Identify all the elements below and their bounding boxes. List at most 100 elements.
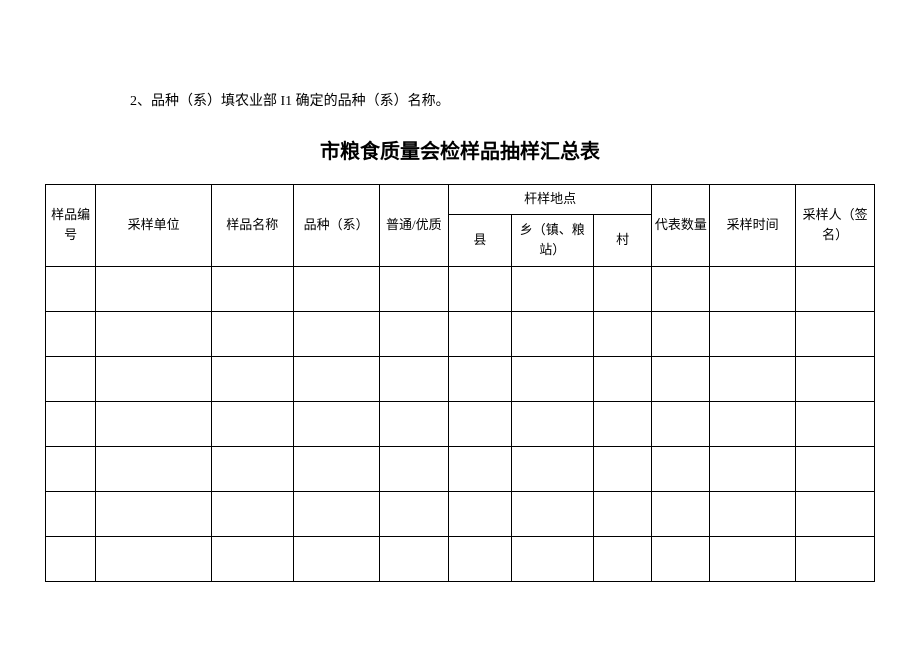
table-cell	[796, 266, 875, 311]
table-cell	[293, 266, 379, 311]
table-cell	[379, 536, 448, 581]
table-cell	[796, 536, 875, 581]
table-body	[46, 266, 875, 581]
table-cell	[96, 356, 211, 401]
table-cell	[96, 536, 211, 581]
table-cell	[211, 536, 293, 581]
table-cell	[211, 401, 293, 446]
table-cell	[379, 446, 448, 491]
table-row	[46, 446, 875, 491]
table-cell	[96, 401, 211, 446]
table-cell	[511, 536, 593, 581]
table-cell	[293, 536, 379, 581]
table-cell	[211, 446, 293, 491]
table-row	[46, 356, 875, 401]
header-quality: 普通/优质	[379, 185, 448, 267]
table-cell	[448, 446, 511, 491]
header-county: 县	[448, 214, 511, 266]
table-cell	[511, 356, 593, 401]
table-cell	[448, 266, 511, 311]
table-cell	[593, 491, 652, 536]
header-sample-time: 采样时间	[710, 185, 796, 267]
table-cell	[211, 356, 293, 401]
table-cell	[796, 401, 875, 446]
table-cell	[652, 446, 710, 491]
table-cell	[46, 446, 96, 491]
table-cell	[593, 311, 652, 356]
table-cell	[379, 491, 448, 536]
table-cell	[379, 266, 448, 311]
table-cell	[652, 536, 710, 581]
sampling-form-table: 样品编号 采样单位 样品名称 品种（系） 普通/优质 杆样地点 代表数量 采样时…	[45, 184, 875, 582]
table-cell	[511, 311, 593, 356]
table-cell	[293, 446, 379, 491]
note-text: 2、品种（系）填农业部 I1 确定的品种（系）名称。	[130, 90, 875, 110]
table-cell	[511, 491, 593, 536]
table-cell	[593, 356, 652, 401]
table-cell	[211, 266, 293, 311]
table-cell	[46, 401, 96, 446]
table-cell	[96, 446, 211, 491]
table-cell	[46, 266, 96, 311]
header-sampler: 采样人（签名）	[796, 185, 875, 267]
table-cell	[211, 311, 293, 356]
table-cell	[448, 311, 511, 356]
table-cell	[593, 401, 652, 446]
table-cell	[511, 446, 593, 491]
table-row	[46, 536, 875, 581]
table-cell	[710, 356, 796, 401]
table-cell	[652, 356, 710, 401]
table-cell	[796, 356, 875, 401]
table-row	[46, 311, 875, 356]
table-cell	[293, 356, 379, 401]
table-cell	[293, 401, 379, 446]
table-row	[46, 266, 875, 311]
table-cell	[511, 266, 593, 311]
table-cell	[293, 491, 379, 536]
table-row	[46, 491, 875, 536]
table-cell	[96, 311, 211, 356]
form-title: 市粮食质量会检样品抽样汇总表	[45, 135, 875, 164]
table-cell	[593, 266, 652, 311]
header-quantity: 代表数量	[652, 185, 710, 267]
table-cell	[46, 536, 96, 581]
table-cell	[710, 311, 796, 356]
table-cell	[448, 536, 511, 581]
table-cell	[593, 536, 652, 581]
table-cell	[46, 311, 96, 356]
table-cell	[96, 491, 211, 536]
table-cell	[46, 356, 96, 401]
table-cell	[652, 311, 710, 356]
header-village: 村	[593, 214, 652, 266]
header-variety: 品种（系）	[293, 185, 379, 267]
table-cell	[448, 491, 511, 536]
table-cell	[448, 401, 511, 446]
table-cell	[796, 446, 875, 491]
table-cell	[293, 311, 379, 356]
table-cell	[379, 356, 448, 401]
table-row	[46, 401, 875, 446]
table-cell	[379, 311, 448, 356]
table-cell	[710, 401, 796, 446]
header-town: 乡（镇、粮站）	[511, 214, 593, 266]
header-location-group: 杆样地点	[448, 185, 652, 215]
table-cell	[710, 446, 796, 491]
table-cell	[710, 266, 796, 311]
table-cell	[511, 401, 593, 446]
header-row-1: 样品编号 采样单位 样品名称 品种（系） 普通/优质 杆样地点 代表数量 采样时…	[46, 185, 875, 215]
header-sample-id: 样品编号	[46, 185, 96, 267]
table-cell	[593, 446, 652, 491]
table-cell	[652, 491, 710, 536]
table-cell	[96, 266, 211, 311]
page-container: 2、品种（系）填农业部 I1 确定的品种（系）名称。 市粮食质量会检样品抽样汇总…	[0, 0, 920, 582]
table-cell	[796, 311, 875, 356]
table-cell	[448, 356, 511, 401]
table-cell	[46, 491, 96, 536]
table-cell	[652, 401, 710, 446]
table-cell	[710, 491, 796, 536]
header-sample-name: 样品名称	[211, 185, 293, 267]
table-cell	[379, 401, 448, 446]
table-cell	[710, 536, 796, 581]
table-cell	[652, 266, 710, 311]
table-cell	[211, 491, 293, 536]
